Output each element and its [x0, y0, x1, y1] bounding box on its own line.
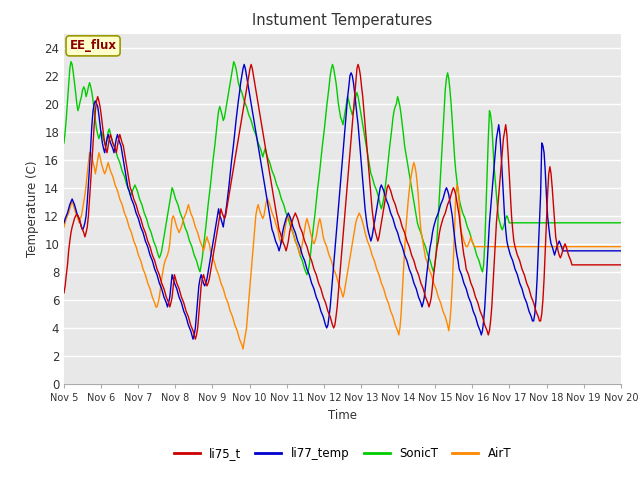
AirT — [234, 332, 242, 338]
li75_t — [472, 294, 479, 300]
li77_temp — [298, 248, 305, 254]
li75_t — [568, 262, 576, 268]
Y-axis label: Temperature (C): Temperature (C) — [26, 160, 38, 257]
li77_temp — [617, 248, 625, 254]
li77_temp — [568, 248, 576, 254]
li77_temp — [234, 98, 242, 104]
SonicT — [67, 59, 75, 64]
AirT — [239, 346, 247, 352]
SonicT — [472, 248, 479, 254]
li77_temp — [374, 199, 381, 204]
Line: AirT: AirT — [64, 153, 621, 349]
X-axis label: Time: Time — [328, 408, 357, 421]
li75_t — [247, 61, 255, 67]
Line: li75_t: li75_t — [64, 64, 621, 339]
Text: EE_flux: EE_flux — [70, 39, 116, 52]
SonicT — [60, 140, 68, 146]
li75_t — [234, 136, 242, 142]
Line: li77_temp: li77_temp — [64, 64, 621, 339]
li77_temp — [60, 220, 68, 226]
li75_t — [60, 290, 68, 296]
SonicT — [374, 192, 381, 198]
li77_temp — [472, 314, 479, 320]
li75_t — [191, 336, 199, 342]
SonicT — [401, 143, 408, 149]
SonicT — [234, 80, 242, 85]
SonicT — [303, 272, 311, 277]
AirT — [617, 244, 625, 250]
AirT — [568, 244, 576, 250]
AirT — [60, 224, 68, 230]
SonicT — [296, 252, 304, 258]
AirT — [374, 269, 381, 275]
li75_t — [401, 230, 408, 236]
Legend: li75_t, li77_temp, SonicT, AirT: li75_t, li77_temp, SonicT, AirT — [169, 443, 516, 465]
SonicT — [617, 220, 625, 226]
li77_temp — [401, 252, 408, 258]
li75_t — [617, 262, 625, 268]
AirT — [86, 150, 93, 156]
SonicT — [568, 220, 576, 226]
Line: SonicT: SonicT — [64, 61, 621, 275]
li75_t — [298, 227, 305, 233]
Title: Instument Temperatures: Instument Temperatures — [252, 13, 433, 28]
AirT — [298, 248, 305, 254]
AirT — [472, 244, 479, 250]
AirT — [401, 248, 408, 254]
li77_temp — [189, 336, 197, 342]
li75_t — [374, 238, 381, 244]
li77_temp — [241, 61, 248, 67]
